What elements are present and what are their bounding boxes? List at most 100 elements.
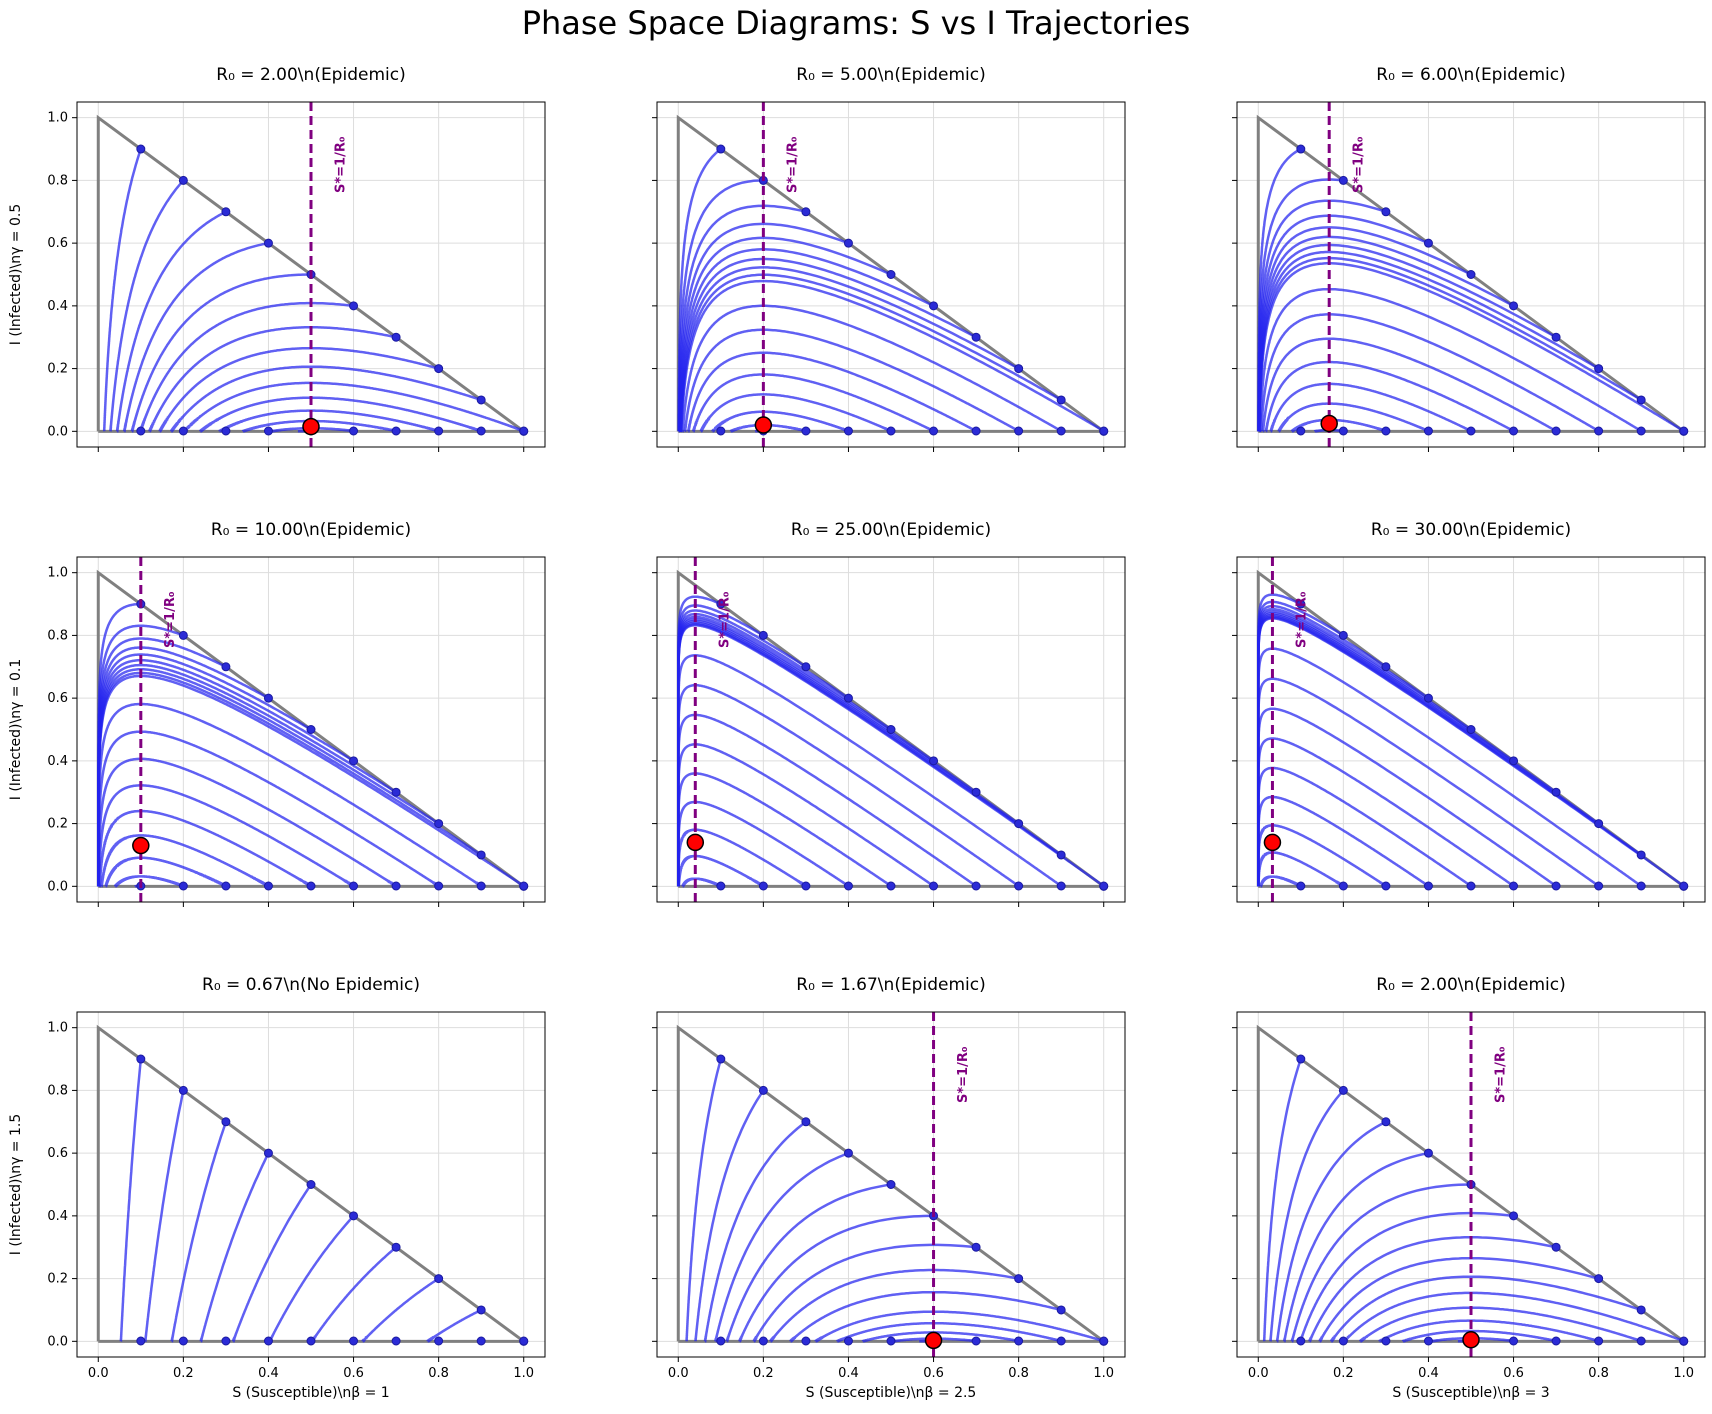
trajectory-line <box>692 373 935 433</box>
trajectory-line <box>1262 1058 1302 1342</box>
initial-point <box>434 881 444 891</box>
initial-point <box>758 1336 768 1346</box>
initial-point <box>1594 426 1604 436</box>
y-tick-label: 0.6 <box>47 691 68 706</box>
initial-point <box>178 175 188 185</box>
axes-frame <box>1236 1011 1706 1358</box>
trajectory-line <box>1257 617 1685 888</box>
y-tick-label: 1.0 <box>47 566 68 581</box>
trajectory-line <box>139 301 354 433</box>
initial-point <box>1551 1336 1561 1346</box>
threshold-label: S*=1/R₀ <box>718 591 733 648</box>
axes-frame <box>76 556 546 903</box>
axes-frame <box>656 556 1126 903</box>
x-tick-label: 0.6 <box>923 1366 944 1381</box>
panel-title: R₀ = 1.67\n(Epidemic) <box>796 975 985 995</box>
trajectory-line <box>789 1290 1062 1343</box>
panel-title: R₀ = 10.00\n(Epidemic) <box>211 520 411 540</box>
trajectory-line <box>1269 382 1473 433</box>
trajectory-line <box>1343 1291 1685 1343</box>
y-axis-label: I (Infected)\nγ = 1.5 <box>8 1114 24 1256</box>
initial-point <box>843 881 853 891</box>
initial-point <box>476 881 486 891</box>
threshold-label: S*=1/R₀ <box>1493 1046 1508 1103</box>
trajectory-line <box>681 304 1063 433</box>
x-tick-label: 0.4 <box>1418 1366 1439 1381</box>
endpoint-marker <box>1320 414 1338 433</box>
trajectory-line <box>1401 1329 1558 1343</box>
initial-point <box>929 756 939 766</box>
trajectory-line <box>679 279 1105 433</box>
initial-point <box>1381 207 1391 217</box>
initial-point <box>1551 426 1561 436</box>
trajectory-line <box>814 1310 1105 1343</box>
initial-point <box>519 1336 529 1346</box>
initial-point <box>1509 1336 1519 1346</box>
phase-panel: S*=1/R₀ 0.0 0.2 0.4 0.6 0.8 1.0 R₀ = 10.00\n(Ep… <box>8 520 546 907</box>
initial-point <box>971 1242 981 1252</box>
initial-point <box>843 238 853 248</box>
initial-point <box>1594 1336 1604 1346</box>
initial-point <box>434 364 444 374</box>
initial-point <box>1381 662 1391 672</box>
threshold-label: S*=1/R₀ <box>786 136 801 193</box>
trajectory-line <box>199 1152 270 1343</box>
initial-point <box>1509 301 1519 311</box>
initial-point <box>476 395 486 405</box>
x-tick-label: 0.8 <box>1588 1366 1609 1381</box>
initial-point <box>476 850 486 860</box>
initial-point <box>178 1336 188 1346</box>
initial-point <box>1636 1305 1646 1315</box>
trajectory-line <box>115 210 227 433</box>
x-tick-label: 0.0 <box>88 1366 109 1381</box>
initial-point <box>1551 787 1561 797</box>
y-tick-label: 1.0 <box>47 111 68 126</box>
trajectory-line <box>1359 1306 1643 1343</box>
initial-point <box>391 426 401 436</box>
initial-point <box>1014 1336 1024 1346</box>
x-tick-label: 0.2 <box>173 1366 194 1381</box>
initial-point <box>391 332 401 342</box>
x-tick-label: 0.6 <box>343 1366 364 1381</box>
initial-point <box>1338 1336 1348 1346</box>
panel-title: R₀ = 25.00\n(Epidemic) <box>791 520 991 540</box>
initial-point <box>716 426 726 436</box>
x-tick-label: 1.0 <box>1093 1366 1114 1381</box>
initial-point <box>1636 395 1646 405</box>
plot-content: S*=1/R₀ <box>1256 557 1689 902</box>
initial-point <box>886 426 896 436</box>
trajectory-line <box>1264 360 1515 433</box>
initial-point <box>929 881 939 891</box>
initial-point <box>263 1336 273 1346</box>
panel-title: R₀ = 6.00\n(Epidemic) <box>1376 65 1565 85</box>
trajectory-line <box>1275 1120 1387 1343</box>
trajectory-line <box>1261 337 1558 433</box>
phase-panel: S*=1/R₀ 0.0 0.2 0.4 0.6 0.8 1.0 R₀ = 2.00\n(Epi… <box>1232 975 1706 1401</box>
initial-point <box>716 1336 726 1346</box>
initial-point <box>306 1180 316 1189</box>
trajectory-line <box>170 1121 228 1343</box>
y-tick-label: 0.8 <box>47 1083 68 1098</box>
initial-point <box>1056 850 1066 860</box>
initial-point <box>1014 426 1024 436</box>
initial-point <box>519 426 529 436</box>
initial-point <box>1338 175 1348 185</box>
threshold-label: S*=1/R₀ <box>1295 591 1310 648</box>
trajectory-line <box>183 381 525 433</box>
initial-point <box>434 426 444 436</box>
initial-point <box>1466 270 1476 279</box>
initial-point <box>434 819 444 829</box>
initial-point <box>263 881 273 891</box>
trajectory-line <box>703 1120 807 1343</box>
trajectory-line <box>685 1058 723 1342</box>
trajectory-line <box>1269 1089 1345 1342</box>
initial-point <box>1381 1117 1391 1127</box>
initial-point <box>1338 426 1348 436</box>
initial-point <box>716 599 726 609</box>
initial-point <box>1296 1054 1306 1064</box>
endpoint-marker <box>302 417 320 436</box>
initial-point <box>1099 426 1109 436</box>
x-tick-label: 1.0 <box>513 1366 534 1381</box>
initial-point <box>1099 1336 1109 1346</box>
trajectory-line <box>144 1090 185 1343</box>
